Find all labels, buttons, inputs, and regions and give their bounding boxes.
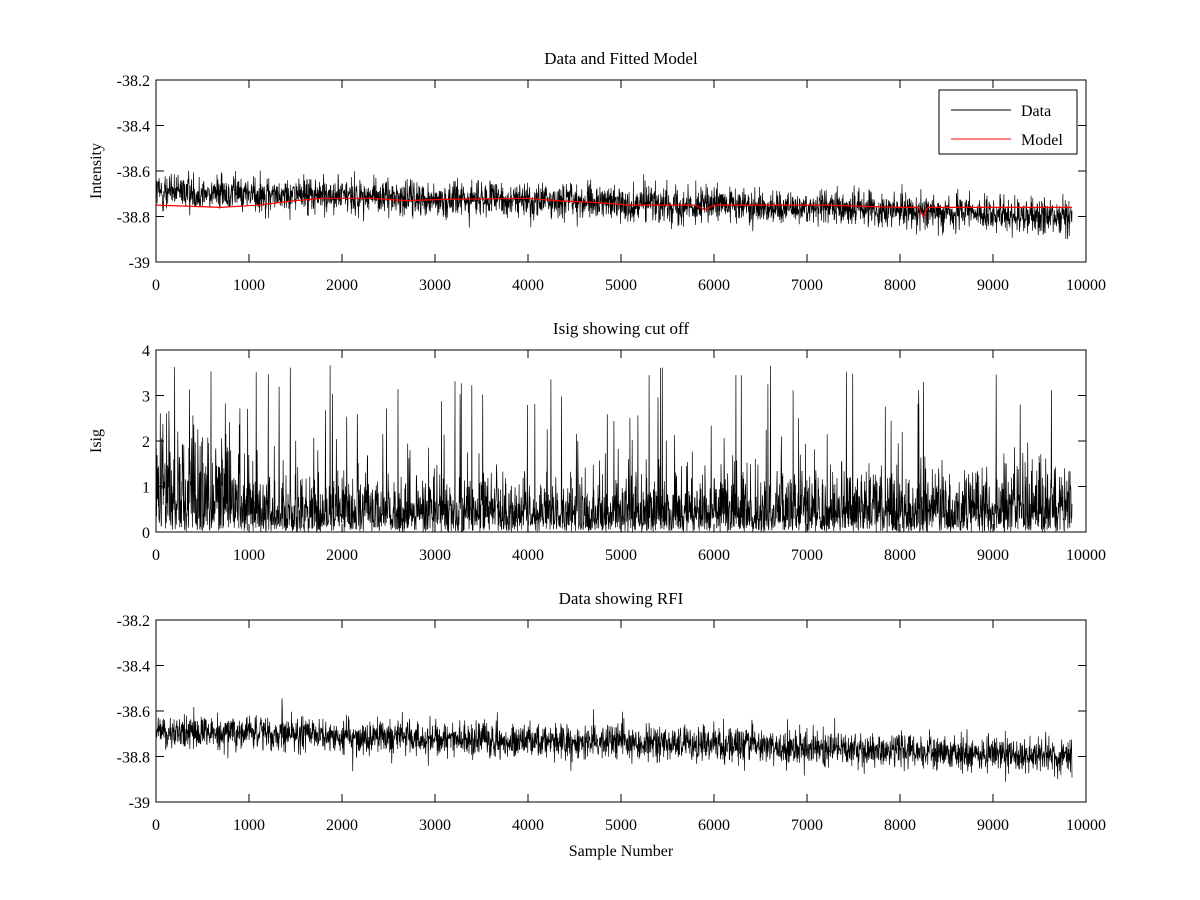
y-tick-label: -38.8 [117, 210, 150, 227]
y-tick-label: -39 [129, 795, 150, 812]
y-tick-label: -38.4 [117, 119, 150, 136]
x-tick-label: 5000 [605, 817, 637, 834]
x-tick-label: 0 [152, 817, 160, 834]
chart-title: Isig showing cut off [553, 319, 689, 338]
legend-label-model: Model [1021, 132, 1063, 149]
chart-panel-1: 0 1000 2000 3000 4000 5000 6000 7000 8000 9000 100… [88, 49, 1106, 294]
x-tick-label: 10000 [1066, 547, 1106, 564]
x-tick-label: 0 [152, 277, 160, 294]
y-axis-label: Isig [88, 429, 105, 453]
y-tick-label: -38.2 [117, 73, 150, 90]
y-tick-label: 1 [142, 480, 150, 497]
chart-panel-3: 0 1000 2000 3000 4000 5000 6000 7000 8000 9000 100… [117, 589, 1106, 860]
y-tick-label: -38.6 [117, 704, 150, 721]
x-tick-label: 4000 [512, 277, 544, 294]
y-tick-label: 3 [142, 389, 150, 406]
x-tick-label: 3000 [419, 547, 451, 564]
x-tick-label: 1000 [233, 547, 265, 564]
y-tick-label: 2 [142, 434, 150, 451]
x-tick-label: 10000 [1066, 277, 1106, 294]
x-tick-label: 10000 [1066, 817, 1106, 834]
series-line-model [156, 197, 1072, 218]
x-tick-label: 6000 [698, 547, 730, 564]
x-tick-label: 2000 [326, 547, 358, 564]
x-tick-label: 5000 [605, 547, 637, 564]
y-tick-label: -39 [129, 255, 150, 272]
x-tick-label: 1000 [233, 817, 265, 834]
x-tick-label: 6000 [698, 277, 730, 294]
x-tick-label: 3000 [419, 277, 451, 294]
legend: Data Model [938, 89, 1078, 155]
x-tick-label: 2000 [326, 277, 358, 294]
y-tick-label: -38.8 [117, 750, 150, 767]
y-tick-label: -38.4 [117, 659, 150, 676]
axes-frame [155, 619, 1087, 803]
x-tick-label: 5000 [605, 277, 637, 294]
x-axis-label: Sample Number [569, 843, 674, 860]
x-tick-label: 7000 [791, 277, 823, 294]
x-tick-label: 3000 [419, 817, 451, 834]
x-tick-label: 9000 [977, 547, 1009, 564]
x-tick-label: 8000 [884, 547, 916, 564]
y-tick-label: 4 [142, 343, 150, 360]
legend-label-data: Data [1021, 103, 1051, 120]
x-tick-label: 7000 [791, 547, 823, 564]
x-tick-label: 8000 [884, 277, 916, 294]
y-tick-label: 0 [142, 525, 150, 542]
x-tick-label: 7000 [791, 817, 823, 834]
y-tick-label: -38.6 [117, 164, 150, 181]
chart-title: Data showing RFI [559, 589, 684, 608]
series-line-data [156, 170, 1073, 240]
series-line-isig [156, 365, 1073, 532]
x-tick-label: 4000 [512, 547, 544, 564]
x-tick-label: 4000 [512, 817, 544, 834]
x-tick-label: 9000 [977, 817, 1009, 834]
x-tick-label: 1000 [233, 277, 265, 294]
x-tick-label: 0 [152, 547, 160, 564]
chart-panel-2: 0 1000 2000 3000 4000 5000 6000 7000 8000 9000 100… [88, 319, 1106, 564]
series-line-data [156, 698, 1073, 782]
chart-title: Data and Fitted Model [544, 49, 698, 68]
x-tick-label: 2000 [326, 817, 358, 834]
x-tick-label: 6000 [698, 817, 730, 834]
x-tick-label: 8000 [884, 817, 916, 834]
x-tick-label: 9000 [977, 277, 1009, 294]
y-tick-label: -38.2 [117, 613, 150, 630]
y-axis-label: Intensity [88, 143, 105, 199]
